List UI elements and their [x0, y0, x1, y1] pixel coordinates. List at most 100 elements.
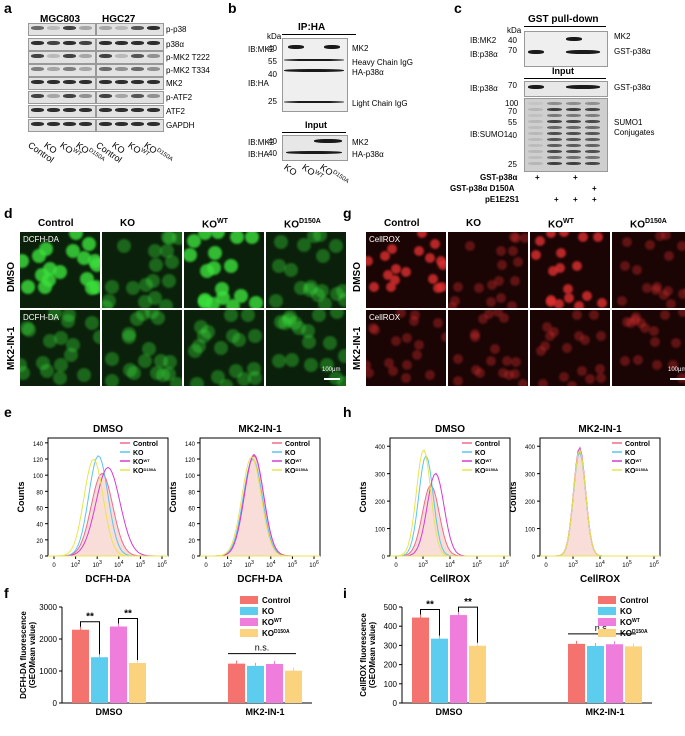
bar	[568, 643, 585, 703]
blot-band	[147, 41, 160, 45]
cell-blob	[506, 301, 517, 308]
flow-xlabel: CellROX	[430, 574, 470, 585]
cell-blob	[547, 265, 558, 276]
micro-col-label: KO	[120, 218, 135, 229]
blot-band	[79, 67, 92, 71]
blot-band	[115, 41, 128, 45]
condition-sign: +	[592, 195, 597, 204]
cell-blob	[395, 310, 406, 318]
cell-blob	[566, 380, 577, 386]
cell-blob	[577, 232, 588, 242]
sumo-band	[528, 156, 543, 159]
cell-blob	[383, 357, 394, 368]
significance-bracket	[458, 606, 478, 643]
sumo-band	[585, 108, 600, 111]
bar	[285, 670, 302, 703]
cell-blob	[475, 368, 486, 379]
panel-letter-i: i	[343, 585, 347, 601]
sumo-band	[547, 114, 562, 117]
bar-category-label: DMSO	[96, 707, 123, 717]
cell-blob	[170, 376, 182, 386]
cell-blob	[301, 323, 316, 338]
blot-band	[131, 122, 144, 126]
micro-image: 100μm	[612, 310, 685, 386]
bar	[129, 663, 146, 703]
blot-a-row-label: ATF2	[166, 107, 185, 116]
cell-blob	[584, 374, 595, 385]
bar-legend-label: KO	[262, 607, 274, 616]
cell-blob	[510, 369, 521, 380]
blot-a-row-label: GAPDH	[166, 121, 195, 130]
gst-marker-1: 40	[508, 36, 517, 45]
flow-xtick-label: 105	[622, 560, 632, 569]
blot-band	[47, 26, 60, 30]
cell-blob	[137, 294, 152, 308]
ip-band-mk2-1	[288, 45, 304, 49]
flow-legend-label: KOWT	[475, 458, 492, 466]
cell-blob	[625, 317, 636, 328]
input-c-right: GST-p38α	[614, 83, 651, 92]
bar-ytick-label: 300	[384, 641, 398, 650]
sumo-band	[566, 150, 581, 153]
bar-ytick-label: 100	[384, 680, 398, 689]
blot-strip-right	[96, 51, 164, 64]
blot-band	[47, 122, 60, 126]
bar-ylabel-line2: (GEOMean value)	[28, 622, 37, 689]
cell-blob	[228, 363, 243, 378]
panel-letter-g: g	[343, 205, 352, 221]
blot-band	[79, 26, 92, 30]
cell-blob	[497, 368, 508, 379]
blot-band	[79, 94, 92, 98]
blot-b-lane-label: KO	[282, 162, 299, 178]
micro-image	[530, 310, 610, 386]
blot-band	[115, 108, 128, 112]
flow-legend-label: KO	[285, 450, 296, 457]
cell-blob	[232, 333, 247, 348]
cell-blob	[80, 272, 95, 287]
sumo-band	[528, 132, 543, 135]
cell-blob	[541, 322, 552, 333]
gst-underline	[524, 26, 606, 27]
input-marker-2: 40	[268, 149, 277, 158]
sumo-band	[528, 108, 543, 111]
significance-label: **	[464, 597, 472, 608]
marker-b-1: 40	[268, 44, 277, 53]
condition-label: GST-p38α	[480, 173, 518, 182]
flow-xlabel: DCFH-DA	[85, 574, 131, 585]
ip-band-heavy	[284, 59, 344, 61]
panel-letter-e: e	[4, 404, 12, 420]
cell-blob	[89, 257, 100, 272]
cell-blob	[470, 364, 481, 375]
blot-band	[79, 54, 92, 58]
flow-ylabel: Counts	[358, 482, 368, 513]
cell-blob	[430, 239, 441, 250]
cell-blob	[102, 299, 113, 308]
cell-blob	[329, 239, 344, 254]
cell-blob	[272, 258, 287, 273]
bar-legend-label: KOD150A	[262, 629, 290, 638]
cell-blob	[282, 310, 297, 324]
cell-blob	[497, 260, 508, 271]
cell-blob	[670, 337, 681, 348]
sumo-right-2: Conjugates	[614, 128, 655, 137]
cell-blob	[160, 232, 175, 245]
cell-blob	[127, 366, 142, 381]
micro-stain-label: DCFH-DA	[23, 313, 59, 322]
cell-blob	[272, 353, 287, 368]
cell-blob	[453, 281, 464, 292]
sumo-band	[585, 138, 600, 141]
cell-blob	[273, 235, 288, 250]
cell-blob	[508, 232, 519, 243]
cell-blob	[383, 269, 394, 280]
cell-blob	[171, 232, 182, 245]
cell-blob	[580, 335, 591, 346]
blot-band	[99, 94, 112, 98]
bar	[431, 638, 448, 703]
blot-band	[31, 94, 44, 98]
flow-histogram	[48, 458, 168, 557]
blot-band	[131, 26, 144, 30]
flow-xtick-label: 106	[499, 560, 509, 569]
flow-histogram	[540, 448, 660, 557]
flow-ytick-label: 0	[40, 555, 44, 561]
cell-blob	[301, 334, 316, 349]
